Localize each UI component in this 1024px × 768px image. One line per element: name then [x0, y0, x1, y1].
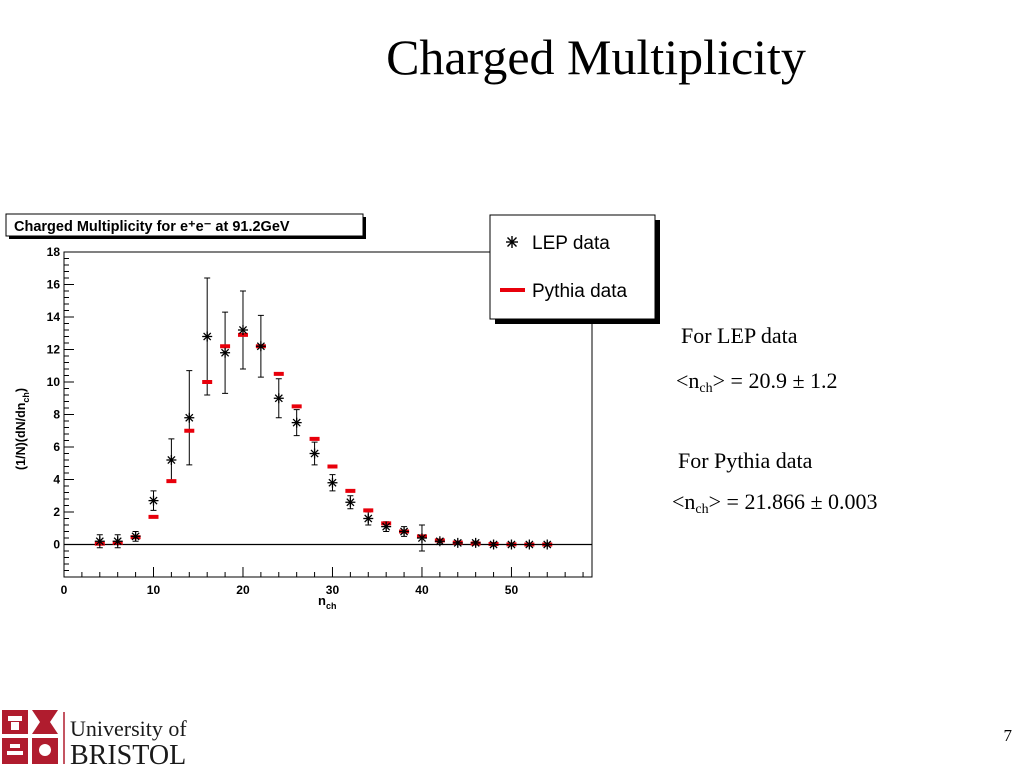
pythia-mean-number: > = 21.866 ± 0.003 — [708, 489, 878, 514]
x-tick-label: 50 — [505, 583, 519, 597]
lep-point — [399, 526, 410, 537]
lep-point — [130, 531, 141, 542]
pythia-point — [363, 508, 374, 513]
x-axis-label-sub: ch — [326, 601, 337, 611]
pythia-point — [291, 404, 302, 409]
pythia-mean-value: <nch> = 21.866 ± 0.003 — [672, 489, 878, 519]
pythia-point — [148, 514, 159, 519]
lep-point — [488, 539, 499, 550]
university-logo: University of BRISTOL — [2, 710, 187, 768]
lep-point — [291, 417, 302, 428]
lep-stat-label: For LEP data — [681, 323, 798, 348]
pythia-point — [220, 344, 231, 349]
lep-point — [112, 536, 123, 547]
chart-title: Charged Multiplicity for e⁺e⁻ at 91.2GeV — [14, 219, 290, 235]
pythia-point — [166, 479, 177, 484]
y-tick-label: 0 — [53, 538, 60, 552]
lep-point — [381, 521, 392, 532]
y-tick-label: 2 — [53, 505, 60, 519]
y-tick-label: 8 — [53, 408, 60, 422]
x-tick-label: 10 — [147, 583, 161, 597]
axes: 0 10 20 30 40 50 0 2 4 6 8 10 12 14 16 18 — [47, 245, 584, 597]
lep-point — [202, 331, 213, 342]
legend-lep-label: LEP data — [532, 233, 610, 254]
page-number: 7 — [1003, 726, 1013, 745]
pythia-point — [273, 371, 284, 376]
legend-box — [489, 214, 656, 320]
y-axis-label-sub: ch — [21, 392, 31, 403]
y-tick-label: 10 — [47, 375, 61, 389]
x-tick-label: 20 — [236, 583, 250, 597]
lep-series — [94, 325, 553, 550]
y-tick-label: 16 — [47, 278, 61, 292]
lep-mean-number: > = 20.9 ± 1.2 — [712, 368, 838, 393]
lep-mean-prefix: <n — [676, 368, 700, 393]
x-tick-label: 40 — [415, 583, 429, 597]
legend-lep-marker — [506, 236, 518, 248]
pythia-point — [345, 488, 356, 493]
lep-point — [255, 341, 266, 352]
lep-point — [434, 536, 445, 547]
lep-point — [542, 539, 553, 550]
y-axis-label-end: ) — [14, 388, 28, 392]
lep-point — [470, 537, 481, 548]
chart-title-box — [5, 213, 364, 237]
x-axis-label: nch — [318, 593, 336, 611]
lep-point — [345, 497, 356, 508]
pythia-mean-prefix: <n — [672, 489, 696, 514]
logo-line1: University of — [70, 716, 187, 741]
y-tick-label: 18 — [47, 245, 61, 259]
x-tick-label: 0 — [61, 583, 68, 597]
lep-point — [309, 448, 320, 459]
x-tick-label: 30 — [326, 583, 340, 597]
lep-point — [416, 533, 427, 543]
multiplicity-chart: Charged Multiplicity for e⁺e⁻ at 91.2GeV… — [5, 213, 660, 611]
lep-point — [184, 412, 195, 423]
lep-point — [237, 325, 248, 335]
lep-point — [327, 477, 338, 488]
pythia-mean-sub: ch — [695, 502, 709, 517]
y-tick-label: 4 — [53, 473, 60, 487]
lep-point — [363, 513, 374, 524]
legend-pythia-label: Pythia data — [532, 281, 627, 302]
crest-detail-icon — [7, 716, 51, 756]
y-axis-label: (1/N)(dN/dnch) — [14, 388, 31, 470]
lep-point — [148, 495, 159, 506]
lep-point — [506, 539, 517, 550]
pythia-point — [309, 436, 320, 441]
lep-mean-value: <nch> = 20.9 ± 1.2 — [676, 368, 838, 398]
lep-point — [166, 455, 177, 465]
pythia-point — [184, 428, 195, 433]
lep-point — [273, 393, 284, 404]
lep-mean-sub: ch — [699, 381, 713, 396]
y-axis-label-main: (1/N)(dN/dn — [14, 403, 28, 470]
x-axis-label-main: n — [318, 593, 326, 608]
pythia-point — [202, 380, 213, 384]
lep-point — [524, 539, 535, 550]
logo-line2: BRISTOL — [70, 740, 186, 768]
pythia-stat-label: For Pythia data — [678, 448, 813, 473]
lep-point — [220, 347, 231, 358]
lep-point — [452, 537, 463, 548]
pythia-point — [327, 464, 338, 469]
y-tick-label: 6 — [53, 440, 60, 454]
lep-point — [94, 536, 105, 547]
y-tick-label: 14 — [47, 310, 61, 324]
slide-title: Charged Multiplicity — [386, 29, 806, 85]
y-tick-label: 12 — [47, 343, 61, 357]
legend-pythia-marker — [500, 288, 525, 292]
